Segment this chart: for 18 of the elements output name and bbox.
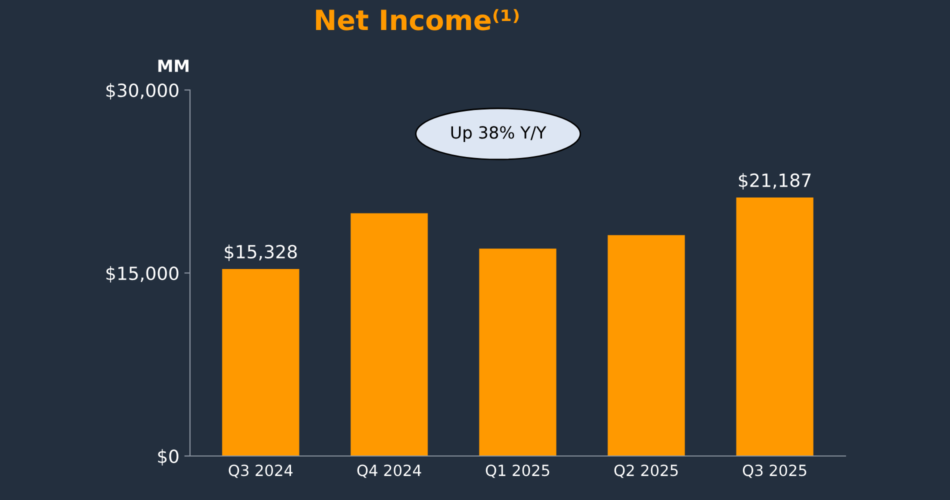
y-tick-label: $30,000: [106, 83, 178, 100]
bar: [736, 198, 814, 456]
bar: [608, 235, 685, 456]
x-tick-label: Q4 2024: [357, 464, 422, 478]
x-tick-label: Q3 2025: [742, 464, 806, 478]
bar: [479, 248, 556, 456]
x-tick-label: Q2 2025: [614, 464, 678, 478]
y-axis-title: MM: [158, 60, 188, 72]
bar: [350, 213, 428, 456]
data-label: $15,328: [224, 244, 297, 261]
x-tick-label: Q3 2024: [228, 464, 293, 478]
x-tick-label: Q1 2025: [486, 464, 550, 478]
annotation: Up 38% Y/Y: [451, 126, 546, 142]
y-tick-label: $0: [158, 449, 178, 466]
chart-title: Net Income⁽¹⁾: [316, 9, 519, 30]
data-label: $21,187: [738, 173, 811, 190]
bar: [222, 269, 300, 456]
y-tick-label: $15,000: [106, 266, 178, 283]
